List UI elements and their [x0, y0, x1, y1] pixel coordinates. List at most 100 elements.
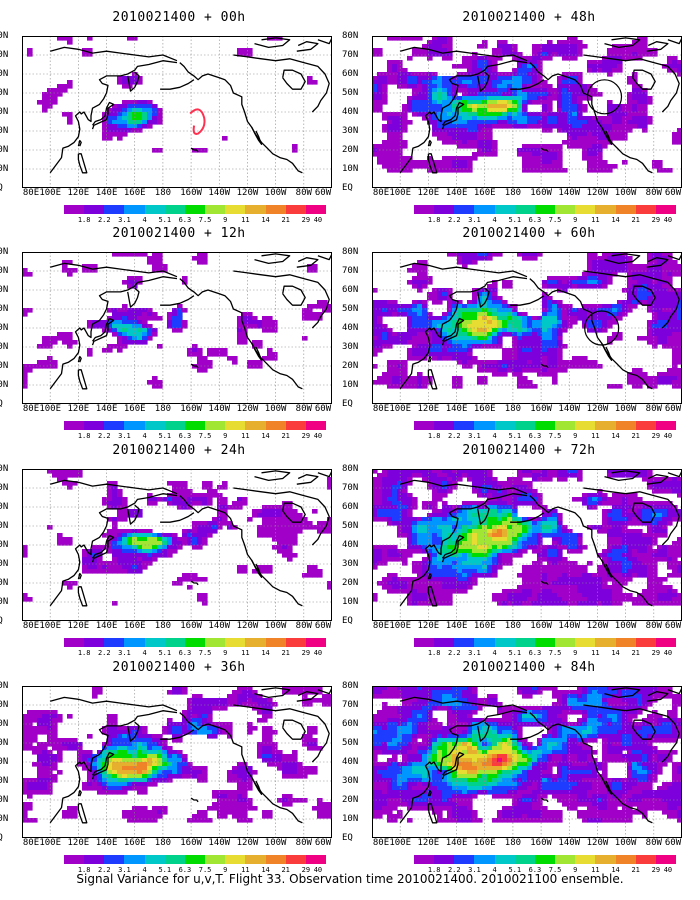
variance-cell	[87, 549, 93, 554]
variance-cell	[167, 537, 173, 542]
variance-cell	[107, 505, 113, 510]
variance-cell	[627, 96, 633, 101]
variance-cell	[142, 120, 148, 125]
observation-circle	[584, 310, 620, 346]
variance-cell	[662, 316, 668, 321]
variance-cell	[467, 144, 473, 149]
variance-cell	[502, 368, 508, 373]
variance-cell	[117, 541, 123, 546]
variance-cell	[472, 300, 478, 305]
lon-tick-label: 80W	[645, 188, 662, 198]
variance-cell	[267, 754, 273, 759]
variance-cell	[322, 698, 328, 703]
variance-cell	[642, 505, 648, 510]
variance-cell	[47, 774, 53, 779]
colorbar-swatch	[245, 638, 267, 647]
variance-cell	[537, 360, 543, 365]
variance-cell	[552, 344, 558, 349]
variance-cell	[42, 104, 48, 109]
variance-cell	[507, 76, 513, 81]
variance-cell	[462, 64, 468, 69]
variance-cell	[462, 256, 468, 261]
variance-cell	[282, 766, 288, 771]
variance-cell	[407, 328, 413, 333]
variance-cell	[402, 368, 408, 373]
variance-cell	[617, 68, 623, 73]
variance-cell	[562, 52, 568, 57]
variance-cell	[387, 304, 393, 309]
lon-tick-label: 140W	[208, 404, 231, 414]
variance-cell	[537, 368, 543, 373]
variance-cell	[177, 758, 183, 763]
variance-cell	[512, 108, 518, 113]
variance-cell	[487, 100, 493, 105]
variance-cell	[497, 84, 503, 89]
variance-cell	[512, 124, 518, 129]
variance-cell	[432, 116, 438, 121]
variance-cell	[112, 308, 118, 313]
variance-cell	[187, 541, 193, 546]
variance-cell	[477, 288, 483, 293]
variance-cell	[222, 802, 228, 807]
variance-cell	[552, 48, 558, 53]
variance-cell	[147, 754, 153, 759]
variance-cell	[537, 252, 543, 257]
variance-cell	[72, 746, 78, 751]
variance-cell	[452, 100, 458, 105]
variance-cell	[462, 56, 468, 61]
variance-cell	[412, 88, 418, 93]
variance-cell	[327, 810, 332, 815]
variance-cell	[467, 84, 473, 89]
variance-cell	[107, 489, 113, 494]
colorbar-label: 40	[313, 649, 323, 657]
lat-tick-label: EQ	[0, 399, 3, 409]
variance-cell	[152, 120, 158, 125]
variance-cell	[672, 56, 678, 61]
variance-cell	[572, 316, 578, 321]
variance-cell	[267, 529, 273, 534]
variance-cell	[537, 152, 543, 157]
variance-cell	[32, 750, 38, 755]
variance-cell	[107, 742, 113, 747]
variance-cell	[477, 493, 483, 498]
variance-cell	[412, 316, 418, 321]
variance-cell	[192, 706, 198, 711]
variance-cell	[562, 344, 568, 349]
variance-cell	[532, 120, 538, 125]
variance-cell	[547, 316, 553, 321]
variance-cell	[507, 493, 513, 498]
variance-cell	[517, 96, 523, 101]
variance-cell	[147, 778, 153, 783]
variance-cell	[182, 710, 188, 715]
variance-cell	[107, 762, 113, 767]
variance-cell	[137, 328, 143, 333]
variance-cell	[392, 372, 398, 377]
colorbar-label: 4	[492, 432, 497, 440]
variance-cell	[602, 320, 608, 325]
variance-cell	[547, 96, 553, 101]
variance-cell	[447, 40, 453, 45]
variance-cell	[537, 469, 543, 474]
variance-cell	[52, 469, 58, 474]
variance-cell	[192, 529, 198, 534]
variance-cell	[467, 92, 473, 97]
variance-cell	[117, 132, 123, 137]
variance-cell	[637, 368, 643, 373]
variance-cell	[127, 561, 133, 566]
variance-cell	[542, 80, 548, 85]
variance-cell	[492, 108, 498, 113]
variance-cell	[177, 489, 183, 494]
variance-cell	[172, 545, 178, 550]
variance-cell	[122, 541, 128, 546]
variance-cell	[122, 80, 128, 85]
variance-cell	[567, 304, 573, 309]
variance-cell	[147, 256, 153, 261]
colorbar-swatch	[245, 421, 267, 430]
variance-cell	[457, 144, 463, 149]
variance-cell	[552, 513, 558, 518]
variance-cell	[417, 473, 423, 478]
variance-cell	[57, 473, 63, 478]
variance-cell	[62, 473, 68, 478]
variance-cell	[652, 380, 658, 385]
variance-cell	[392, 489, 398, 494]
